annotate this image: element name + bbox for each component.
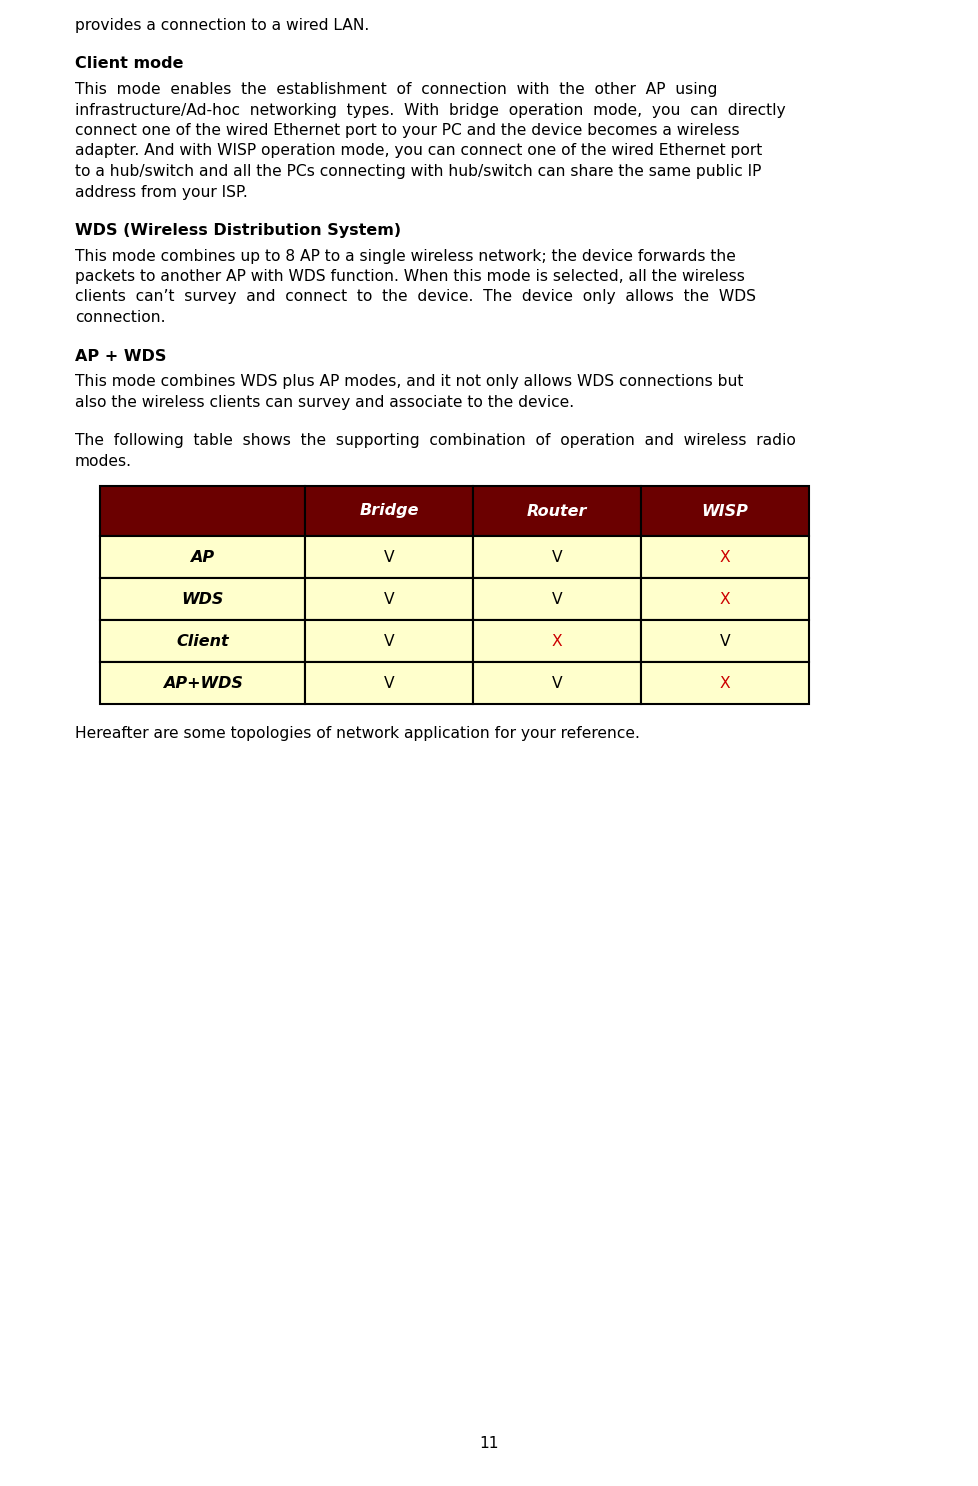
Text: to a hub/switch and all the PCs connecting with hub/switch can share the same pu: to a hub/switch and all the PCs connecti… bbox=[75, 163, 761, 178]
Bar bbox=[472, 536, 641, 578]
Bar bbox=[641, 578, 808, 620]
Bar bbox=[100, 620, 305, 661]
Text: WDS: WDS bbox=[181, 591, 223, 606]
Text: WISP: WISP bbox=[701, 504, 747, 519]
Bar bbox=[641, 661, 808, 704]
Text: WDS (Wireless Distribution System): WDS (Wireless Distribution System) bbox=[75, 223, 401, 238]
Text: This mode combines WDS plus AP modes, and it not only allows WDS connections but: This mode combines WDS plus AP modes, an… bbox=[75, 374, 742, 389]
Text: V: V bbox=[552, 676, 561, 691]
Text: modes.: modes. bbox=[75, 453, 132, 468]
Text: V: V bbox=[719, 633, 730, 648]
Bar bbox=[472, 578, 641, 620]
Bar bbox=[641, 486, 808, 536]
Bar bbox=[100, 536, 305, 578]
Text: This mode combines up to 8 AP to a single wireless network; the device forwards : This mode combines up to 8 AP to a singl… bbox=[75, 248, 735, 263]
Text: V: V bbox=[552, 550, 561, 565]
Text: clients  can’t  survey  and  connect  to  the  device.  The  device  only  allow: clients can’t survey and connect to the … bbox=[75, 290, 755, 305]
Text: connect one of the wired Ethernet port to your PC and the device becomes a wirel: connect one of the wired Ethernet port t… bbox=[75, 123, 738, 138]
Bar bbox=[305, 620, 472, 661]
Text: 11: 11 bbox=[479, 1435, 499, 1450]
Bar bbox=[305, 486, 472, 536]
Text: AP+WDS: AP+WDS bbox=[162, 676, 243, 691]
Bar bbox=[100, 578, 305, 620]
Text: Router: Router bbox=[526, 504, 587, 519]
Text: address from your ISP.: address from your ISP. bbox=[75, 184, 247, 199]
Bar bbox=[641, 536, 808, 578]
Text: AP: AP bbox=[191, 550, 214, 565]
Text: V: V bbox=[383, 550, 394, 565]
Text: connection.: connection. bbox=[75, 311, 165, 325]
Text: Bridge: Bridge bbox=[359, 504, 419, 519]
Text: also the wireless clients can survey and associate to the device.: also the wireless clients can survey and… bbox=[75, 394, 573, 410]
Bar bbox=[305, 536, 472, 578]
Bar bbox=[472, 486, 641, 536]
Text: infrastructure/Ad-hoc  networking  types.  With  bridge  operation  mode,  you  : infrastructure/Ad-hoc networking types. … bbox=[75, 103, 784, 117]
Text: Hereafter are some topologies of network application for your reference.: Hereafter are some topologies of network… bbox=[75, 727, 640, 742]
Text: AP + WDS: AP + WDS bbox=[75, 349, 166, 364]
Bar bbox=[305, 578, 472, 620]
Text: packets to another AP with WDS function. When this mode is selected, all the wir: packets to another AP with WDS function.… bbox=[75, 269, 744, 284]
Bar bbox=[100, 486, 305, 536]
Text: V: V bbox=[383, 633, 394, 648]
Bar bbox=[305, 661, 472, 704]
Text: This  mode  enables  the  establishment  of  connection  with  the  other  AP  u: This mode enables the establishment of c… bbox=[75, 82, 717, 97]
Text: V: V bbox=[552, 591, 561, 606]
Bar bbox=[100, 661, 305, 704]
Text: provides a connection to a wired LAN.: provides a connection to a wired LAN. bbox=[75, 18, 369, 33]
Text: X: X bbox=[719, 550, 730, 565]
Text: X: X bbox=[719, 676, 730, 691]
Bar bbox=[472, 661, 641, 704]
Bar bbox=[472, 620, 641, 661]
Bar bbox=[641, 620, 808, 661]
Text: Client mode: Client mode bbox=[75, 56, 183, 71]
Text: Client: Client bbox=[176, 633, 229, 648]
Text: V: V bbox=[383, 591, 394, 606]
Text: adapter. And with WISP operation mode, you can connect one of the wired Ethernet: adapter. And with WISP operation mode, y… bbox=[75, 144, 762, 159]
Text: V: V bbox=[383, 676, 394, 691]
Text: X: X bbox=[719, 591, 730, 606]
Text: The  following  table  shows  the  supporting  combination  of  operation  and  : The following table shows the supporting… bbox=[75, 432, 795, 447]
Text: X: X bbox=[552, 633, 561, 648]
